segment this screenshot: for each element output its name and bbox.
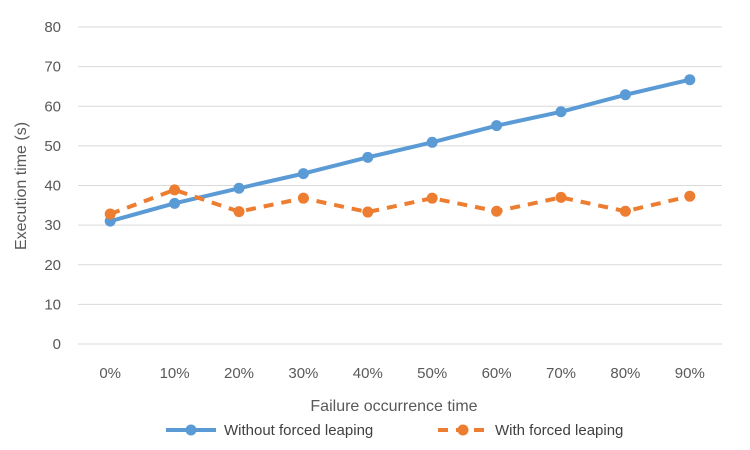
x-tick-labels: 0% 10% 20% 30% 40% 50% 60% 70% 80% 90% — [99, 365, 704, 382]
data-point — [297, 168, 309, 180]
y-tick-label: 40 — [44, 178, 61, 195]
data-point — [297, 192, 309, 204]
legend-item: Without forced leaping — [166, 422, 373, 439]
data-point — [491, 120, 503, 132]
series-line — [108, 77, 692, 224]
legend-label: Without forced leaping — [224, 422, 373, 439]
data-point — [684, 74, 696, 86]
x-tick-label: 60% — [482, 365, 512, 382]
y-tick-labels: 0 10 20 30 40 50 60 70 80 — [44, 19, 61, 353]
data-point — [233, 182, 245, 194]
x-tick-label: 20% — [224, 365, 254, 382]
data-point — [619, 205, 631, 217]
y-tick-label: 0 — [53, 336, 61, 353]
y-tick-label: 60 — [44, 98, 61, 115]
legend-marker — [457, 424, 469, 436]
data-point — [169, 184, 181, 196]
y-tick-label: 50 — [44, 138, 61, 155]
data-point — [233, 206, 245, 218]
data-point — [169, 197, 181, 209]
data-point — [555, 106, 567, 118]
gridlines — [78, 26, 722, 345]
y-tick-label: 80 — [44, 19, 61, 36]
x-tick-label: 10% — [160, 365, 190, 382]
legend-item: With forced leaping — [438, 422, 623, 439]
y-tick-label: 10 — [44, 296, 61, 313]
x-axis-title: Failure occurrence time — [310, 398, 477, 415]
data-point — [619, 89, 631, 101]
x-tick-label: 0% — [99, 365, 121, 382]
x-tick-label: 30% — [288, 365, 318, 382]
data-point — [362, 206, 374, 218]
x-tick-label: 90% — [675, 365, 705, 382]
series-line — [109, 187, 691, 216]
data-point — [555, 191, 567, 203]
legend: Without forced leaping With forced leapin… — [166, 422, 623, 439]
data-point — [426, 192, 438, 204]
series-2 — [104, 184, 696, 220]
x-tick-label: 70% — [546, 365, 576, 382]
data-point — [491, 205, 503, 217]
series-1 — [104, 74, 696, 227]
x-tick-label: 40% — [353, 365, 383, 382]
x-tick-label: 80% — [610, 365, 640, 382]
y-tick-label: 70 — [44, 59, 61, 76]
data-point — [104, 208, 116, 220]
data-point — [362, 151, 374, 163]
data-point — [426, 136, 438, 148]
y-tick-label: 20 — [44, 257, 61, 274]
y-tick-label: 30 — [44, 217, 61, 234]
series-group — [104, 74, 696, 227]
legend-marker — [185, 424, 197, 436]
legend-label: With forced leaping — [495, 422, 623, 439]
x-tick-label: 50% — [417, 365, 447, 382]
y-axis-title: Execution time (s) — [13, 122, 30, 250]
data-point — [684, 190, 696, 202]
